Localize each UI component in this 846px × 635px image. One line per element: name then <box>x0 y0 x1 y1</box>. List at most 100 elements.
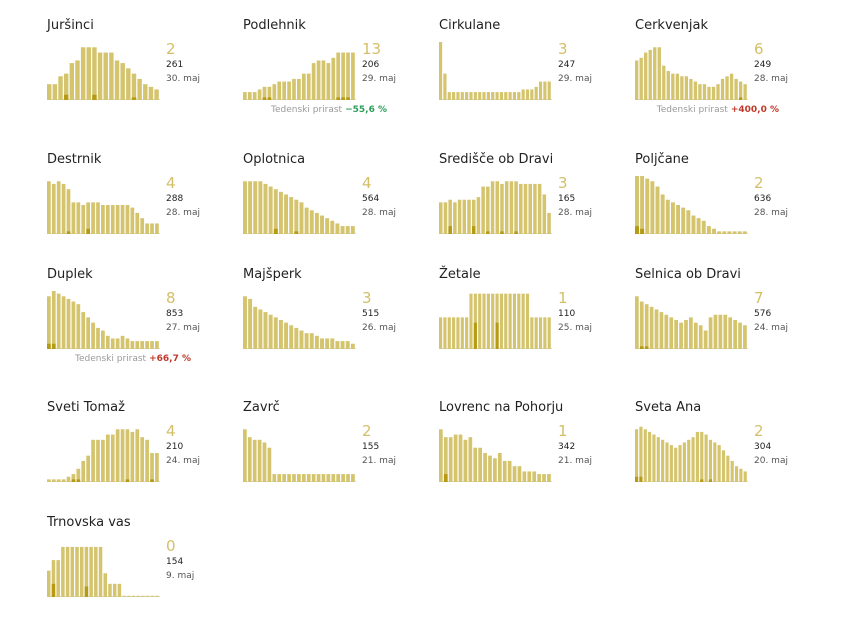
cases-bar <box>47 296 51 349</box>
daily-cases-chart <box>635 42 748 100</box>
cases-bar <box>512 293 517 349</box>
active-cases-count: 1 <box>558 289 568 307</box>
new-cases-bar <box>51 583 56 597</box>
cases-bar <box>306 73 311 100</box>
last-case-date: 24. maj <box>754 323 788 333</box>
last-case-date: 28. maj <box>754 74 788 84</box>
cases-bar <box>330 338 335 349</box>
cases-bar <box>743 325 747 349</box>
municipality-card: Majšperk 3 515 26. maj <box>243 267 428 387</box>
cases-bar <box>718 314 723 349</box>
municipality-name: Oplotnica <box>243 152 306 167</box>
cases-bar <box>75 60 80 100</box>
cases-bar <box>340 341 345 349</box>
cases-bar <box>135 212 140 234</box>
bar-chart-svg <box>635 426 748 482</box>
cases-bar <box>512 92 517 100</box>
cases-bar <box>532 471 537 482</box>
municipality-name: Destrnik <box>47 152 102 167</box>
cases-bar <box>341 474 345 482</box>
cases-bar <box>517 466 522 482</box>
new-cases-bar <box>644 346 649 349</box>
cases-bar <box>486 92 490 100</box>
cases-bar <box>294 327 299 349</box>
cases-bar <box>309 333 314 349</box>
new-cases-bar <box>346 97 350 100</box>
cases-bar <box>287 81 291 100</box>
cases-bar <box>700 431 704 482</box>
municipality-card: Zavrč 2 155 21. maj <box>243 400 428 520</box>
last-case-date: 21. maj <box>362 456 396 466</box>
cases-bar <box>243 429 247 482</box>
new-cases-bar <box>150 479 154 482</box>
municipality-card: Oplotnica 4 564 28. maj <box>243 152 428 272</box>
cases-bar <box>130 431 135 482</box>
cases-bar <box>289 325 294 349</box>
municipality-name: Poljčane <box>635 152 689 167</box>
cases-bar <box>708 317 713 349</box>
cases-bar <box>272 474 277 482</box>
municipality-card: Cirkulane 3 247 29. maj <box>439 18 624 138</box>
cases-bar <box>105 335 110 349</box>
cases-bar <box>155 223 159 234</box>
cases-bar <box>504 181 509 234</box>
cases-bar <box>537 183 542 234</box>
last-case-date: 28. maj <box>754 208 788 218</box>
cases-bar <box>81 460 86 482</box>
cases-bar <box>51 560 56 597</box>
last-case-date: 20. maj <box>754 456 788 466</box>
cases-bar <box>76 304 81 349</box>
cases-bar <box>101 439 105 482</box>
cases-bar <box>263 183 268 234</box>
cases-bar <box>56 181 61 234</box>
municipality-name: Selnica ob Dravi <box>635 267 741 282</box>
last-case-date: 9. maj <box>166 571 195 581</box>
cases-bar <box>51 183 56 234</box>
cases-bar <box>277 81 282 100</box>
municipality-card: Duplek 8 853 27. maj Tedenski prirast +66,7 % <box>47 267 232 387</box>
cases-bar <box>743 471 747 482</box>
cases-bar <box>311 63 316 100</box>
cases-bar <box>640 176 645 234</box>
cases-bar <box>304 333 309 349</box>
cases-bar <box>137 78 142 100</box>
cases-bar <box>282 81 287 100</box>
cases-bar <box>97 52 103 100</box>
new-cases-bar <box>500 231 504 234</box>
cases-bar <box>248 181 253 234</box>
cases-bar <box>122 595 126 597</box>
cases-bar <box>456 92 460 100</box>
weekly-growth: Tedenski prirast +66,7 % <box>75 354 191 364</box>
municipality-name: Podlehnik <box>243 18 306 33</box>
cases-bar <box>743 84 747 100</box>
cases-bar <box>460 92 464 100</box>
cases-bar <box>547 81 551 100</box>
cases-bar <box>732 231 737 234</box>
cases-bar <box>439 429 443 482</box>
cases-bar <box>517 293 521 349</box>
total-cases-count: 110 <box>558 309 576 319</box>
cases-bar <box>287 474 291 482</box>
bar-chart-svg <box>635 296 748 349</box>
bar-chart-svg <box>243 296 356 349</box>
cases-bar <box>63 73 69 100</box>
cases-bar <box>530 89 534 100</box>
cases-bar <box>481 186 485 234</box>
cases-bar <box>243 181 247 234</box>
total-cases-count: 165 <box>558 194 576 204</box>
cases-bar <box>522 471 527 482</box>
new-cases-bar <box>92 94 97 100</box>
cases-bar <box>331 474 336 482</box>
cases-bar <box>644 52 648 100</box>
new-cases-bar <box>336 97 341 100</box>
cases-bar <box>103 52 108 100</box>
cases-bar <box>693 81 698 100</box>
cases-bar <box>537 474 541 482</box>
cases-bar <box>460 317 464 349</box>
cases-bar <box>728 317 733 349</box>
cases-bar <box>476 197 481 234</box>
cases-bar <box>253 306 258 349</box>
cases-bar <box>669 445 673 482</box>
cases-bar <box>258 309 263 349</box>
cases-bar <box>493 458 497 482</box>
